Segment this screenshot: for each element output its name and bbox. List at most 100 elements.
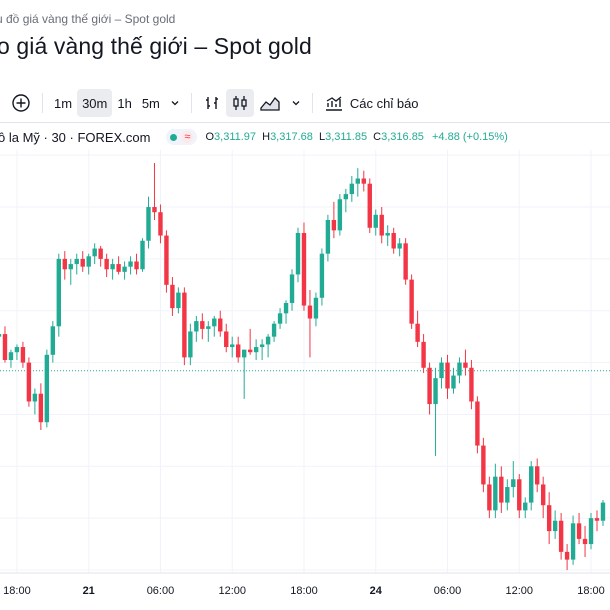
- open-label: O: [205, 131, 215, 143]
- candle: [331, 201, 337, 239]
- candle: [499, 466, 504, 513]
- candle-body: [361, 178, 366, 184]
- page-title: o giá vàng thế giới – Spot gold: [0, 33, 312, 59]
- time-axis: 18:002106:0012:0018:002406:0012:0018:002…: [3, 585, 605, 597]
- candle: [259, 339, 265, 360]
- candle-body: [152, 207, 157, 213]
- candle: [277, 308, 283, 329]
- candle-body: [253, 347, 259, 353]
- interval-1m-button[interactable]: 1m: [54, 95, 73, 111]
- area-style-button[interactable]: [254, 89, 286, 117]
- interval-30m-button[interactable]: 30m: [77, 89, 113, 117]
- candle: [588, 512, 594, 550]
- candle-body: [403, 243, 408, 280]
- bar-style-button[interactable]: [198, 89, 226, 117]
- candle: [80, 251, 85, 272]
- candle-body: [421, 341, 426, 368]
- candle-body: [44, 354, 50, 423]
- candle: [14, 344, 20, 360]
- candle: [2, 326, 8, 363]
- candlestick-icon: [233, 96, 247, 110]
- candle-body: [546, 505, 552, 532]
- candle: [451, 367, 456, 394]
- candle-body: [277, 313, 283, 324]
- candle-body: [236, 344, 241, 358]
- candle: [301, 222, 307, 311]
- delayed-data-icon: ≈: [181, 131, 194, 143]
- candle: [188, 323, 193, 366]
- candle-body: [2, 334, 8, 360]
- interval-dropdown-button[interactable]: [165, 89, 185, 117]
- candle-body: [558, 520, 564, 552]
- candle: [8, 349, 14, 368]
- candle-body: [164, 235, 169, 285]
- close-value: 3,316.85: [381, 131, 424, 143]
- candle-body: [469, 367, 474, 402]
- candle: [289, 269, 295, 311]
- candle-body: [140, 240, 145, 270]
- price-chart[interactable]: 18:002106:0012:0018:002406:0012:0018:002…: [0, 146, 610, 610]
- candle: [439, 357, 444, 389]
- candle-body: [206, 326, 211, 329]
- market-status-pills[interactable]: ≈: [166, 129, 198, 145]
- candle: [457, 357, 462, 384]
- candle-body: [307, 305, 313, 319]
- candle: [62, 251, 67, 280]
- high-value: 3,317.68: [270, 131, 313, 143]
- candle-body: [68, 264, 73, 270]
- candle-body: [481, 445, 486, 485]
- candle: [582, 525, 588, 558]
- candle: [152, 162, 157, 220]
- candle: [511, 461, 516, 498]
- candle-body: [283, 302, 289, 314]
- candle: [397, 238, 402, 257]
- interval-1h-button[interactable]: 1h: [117, 95, 132, 111]
- candle: [116, 256, 121, 275]
- indicators-button[interactable]: Các chỉ báo: [319, 89, 424, 117]
- candle-body: [451, 375, 456, 389]
- candle-body: [367, 183, 372, 228]
- candle: [307, 290, 313, 358]
- x-tick-label: 18:00: [3, 585, 31, 597]
- candle: [313, 292, 319, 327]
- candle-body: [427, 367, 432, 405]
- candle-body: [50, 326, 56, 355]
- candle: [343, 188, 349, 213]
- candle-body: [170, 284, 175, 309]
- candle-body: [158, 212, 163, 236]
- candle-body: [241, 349, 247, 358]
- candle: [224, 323, 229, 353]
- candle: [104, 253, 109, 278]
- candle: [206, 321, 211, 342]
- chart-grid: [0, 150, 610, 573]
- candle: [38, 383, 44, 430]
- candle-body: [86, 256, 91, 267]
- candle-body: [487, 484, 492, 511]
- candle: [367, 178, 372, 233]
- candle-body: [134, 261, 139, 270]
- candle: [74, 253, 79, 275]
- candle-body: [98, 248, 103, 259]
- candle-body: [331, 220, 337, 231]
- interval-5m-button[interactable]: 5m: [141, 95, 160, 111]
- candle-body: [457, 362, 462, 376]
- candle: [529, 461, 534, 511]
- chart-style-dropdown-button[interactable]: [286, 89, 306, 117]
- area-chart-icon: [260, 96, 280, 111]
- chart-toolbar: 1m 30m 1h 5m Các chỉ báo: [0, 88, 610, 118]
- candle: [373, 209, 378, 236]
- add-symbol-button[interactable]: [6, 89, 36, 117]
- candle: [564, 544, 570, 570]
- candle-body: [74, 258, 79, 265]
- candle-style-button[interactable]: [225, 89, 254, 117]
- market-open-icon: [170, 133, 178, 141]
- candle-body: [104, 258, 109, 270]
- candle-body: [373, 214, 378, 228]
- candle: [594, 510, 600, 532]
- candle-body: [146, 207, 151, 241]
- x-tick-label: 12:00: [218, 585, 246, 597]
- x-tick-label: 18:00: [290, 585, 318, 597]
- symbol-description: ô la Mỹ · 30 · FOREX.com: [0, 129, 151, 145]
- toolbar-divider-line: [0, 122, 610, 123]
- toolbar-divider: [311, 93, 313, 113]
